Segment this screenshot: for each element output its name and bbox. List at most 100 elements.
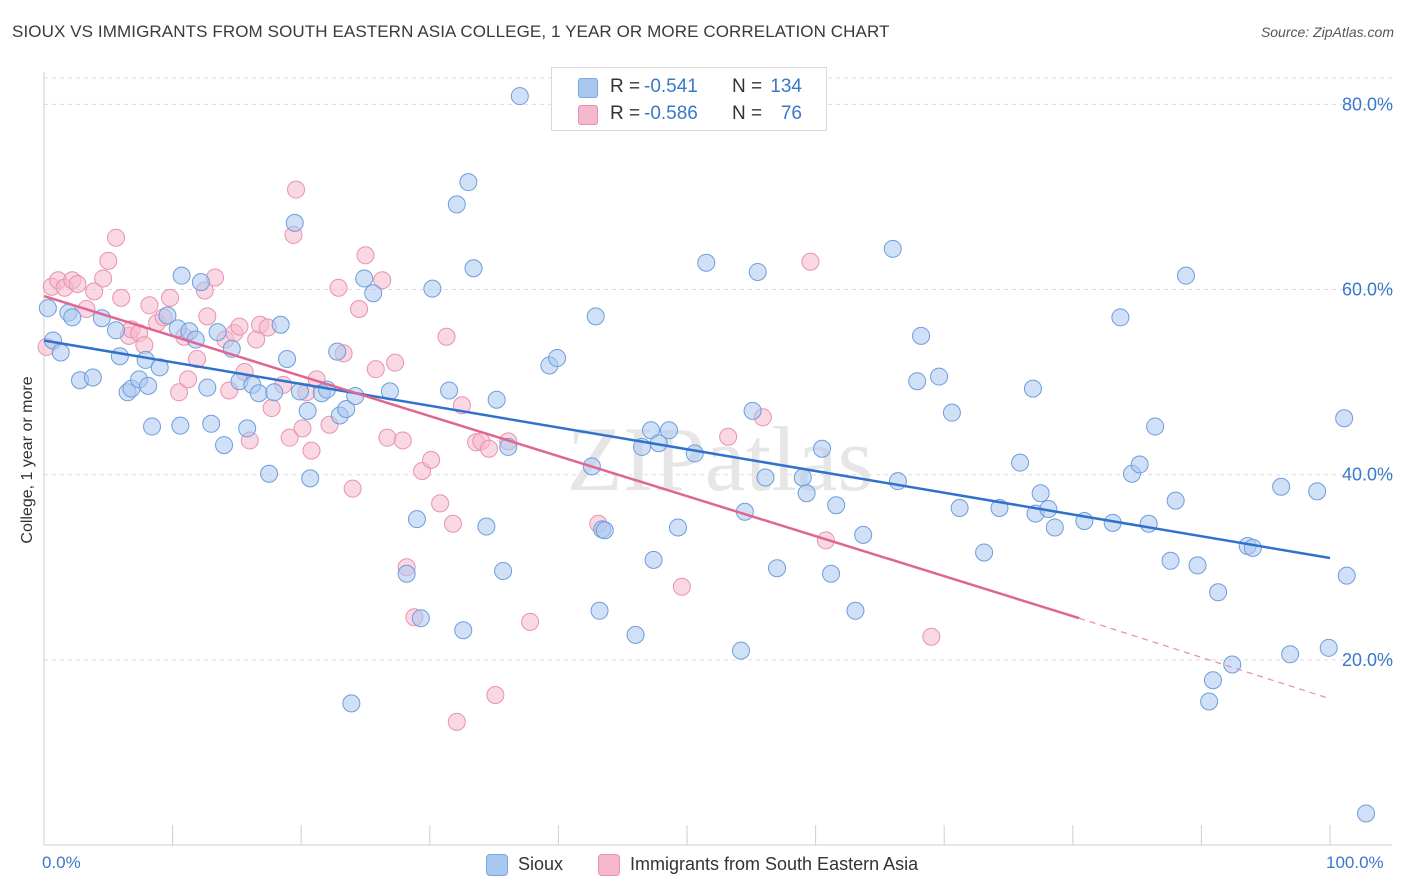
legend-swatch-immigrants [598,854,620,876]
data-point-sioux [51,343,70,362]
data-point-sioux [813,439,832,458]
data-point-sioux [172,266,191,285]
data-point-sioux [1176,266,1195,285]
data-point-sioux [407,510,426,529]
data-point-sioux [397,564,416,583]
stats-swatch-immigrants [578,105,598,125]
stats-n-label: N = [732,76,763,97]
data-point-sioux [298,401,317,420]
data-point-sioux [202,414,221,433]
data-point-sioux [1281,645,1300,664]
source-label: Source: ZipAtlas.com [1260,24,1394,40]
data-point-sioux [1111,308,1130,327]
data-point-sioux [510,87,529,106]
y-tick-label: 40.0% [1342,465,1393,485]
data-point-immigrants [378,428,397,447]
data-point-immigrants [161,288,180,307]
data-point-sioux [494,561,513,580]
data-point-immigrants [350,299,369,318]
data-point-sioux [975,543,994,562]
data-point-sioux [342,694,361,713]
data-point-sioux [83,368,102,387]
chart-title: SIOUX VS IMMIGRANTS FROM SOUTH EASTERN A… [12,22,890,41]
data-point-immigrants [801,252,820,271]
data-point-sioux [477,517,496,536]
data-point-sioux [328,342,347,361]
stats-r-label: R = [610,103,641,124]
data-point-immigrants [672,577,691,596]
data-point-sioux [215,436,234,455]
data-point-sioux [685,444,704,463]
data-point-immigrants [431,494,450,513]
stats-n-value: 134 [770,76,802,97]
data-point-immigrants [422,450,441,469]
data-point-immigrants [719,427,738,446]
data-point-sioux [1243,538,1262,557]
data-point-immigrants [329,278,348,297]
data-point-sioux [265,383,284,402]
stats-row-sioux: R = -0.541 N = 134 [552,73,826,101]
data-point-sioux [697,253,716,272]
data-point-sioux [1335,409,1354,428]
data-point-sioux [1203,671,1222,690]
legend-label-immigrants: Immigrants from South Eastern Asia [630,854,919,874]
data-point-immigrants [94,269,113,288]
data-point-sioux [1023,379,1042,398]
data-point-sioux [464,259,483,278]
data-point-sioux [1337,566,1356,585]
data-point-immigrants [112,288,131,307]
x-tick-label-min: 0.0% [42,853,81,872]
data-point-sioux [1200,692,1219,711]
y-tick-label: 60.0% [1342,280,1393,300]
data-point-immigrants [293,419,312,438]
trend-line-immigrants [43,294,1080,620]
data-point-sioux [644,550,663,569]
y-tick-label: 20.0% [1342,650,1393,670]
data-point-sioux [950,499,969,518]
data-point-sioux [63,308,82,327]
data-point-sioux [586,307,605,326]
data-point-sioux [1209,583,1228,602]
data-point-sioux [487,390,506,409]
data-point-sioux [1319,638,1338,657]
data-point-sioux [191,273,210,292]
data-point-sioux [1011,453,1030,472]
data-point-sioux [748,262,767,281]
data-point-immigrants [262,399,281,418]
series-sioux-points [38,87,1376,823]
data-point-sioux [411,609,430,628]
data-point-sioux [1146,417,1165,436]
legend-label-sioux: Sioux [518,854,564,874]
data-point-sioux [626,625,645,644]
data-point-sioux [1130,455,1149,474]
data-point-immigrants [486,686,505,705]
data-point-sioux [278,349,297,368]
data-point-immigrants [393,431,412,450]
data-point-sioux [158,306,177,325]
data-point-sioux [454,621,473,640]
data-point-sioux [908,372,927,391]
data-point-sioux [1139,514,1158,533]
data-point-sioux [238,419,257,438]
data-point-immigrants [302,441,321,460]
watermark: ZIPatlas [567,408,874,510]
data-point-sioux [171,416,190,435]
data-point-sioux [1308,482,1327,501]
data-point-sioux [768,559,787,578]
x-tick-label-max: 100.0% [1326,853,1384,872]
data-point-sioux [143,417,162,436]
legend-swatch-sioux [486,854,508,876]
data-point-immigrants [521,612,540,631]
data-point-sioux [285,213,304,232]
data-point-sioux [38,299,57,318]
data-point-immigrants [386,353,405,372]
data-point-sioux [732,641,751,660]
data-point-immigrants [280,428,299,447]
data-point-sioux [1223,655,1242,674]
stats-r-value: -0.586 [644,103,698,124]
data-point-immigrants [140,296,159,315]
stats-r-value: -0.541 [644,76,698,97]
data-point-immigrants [373,271,392,290]
data-point-immigrants [85,282,104,301]
